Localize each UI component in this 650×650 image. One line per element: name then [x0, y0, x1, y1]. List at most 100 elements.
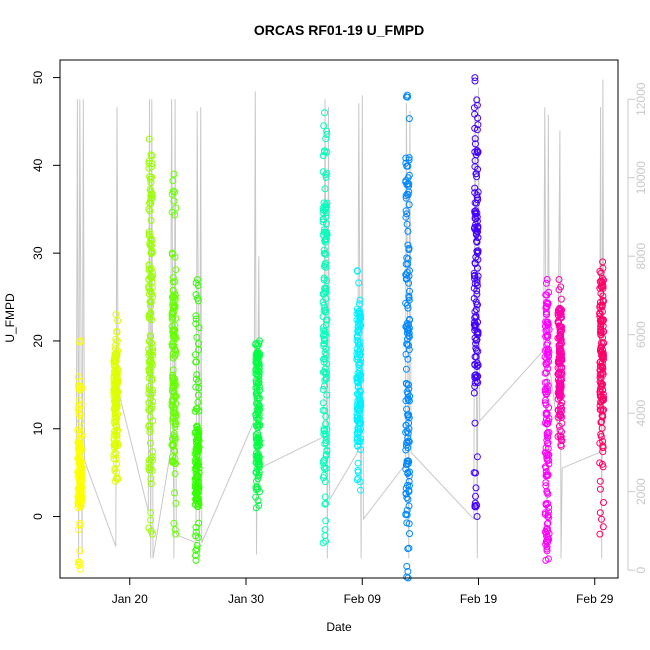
data-point — [254, 458, 262, 466]
data-point — [405, 244, 413, 252]
data-point — [402, 421, 410, 429]
data-point — [75, 558, 83, 566]
data-point — [321, 365, 329, 373]
data-point — [472, 215, 480, 223]
data-point — [322, 436, 330, 444]
data-point — [171, 291, 179, 298]
data-point — [323, 391, 331, 399]
data-point — [322, 213, 330, 221]
data-point — [321, 237, 329, 245]
data-point — [76, 519, 84, 527]
data-point — [405, 341, 412, 349]
data-point — [75, 448, 83, 456]
data-point — [542, 501, 550, 509]
data-point — [148, 247, 156, 255]
data-point — [598, 274, 606, 282]
data-point — [473, 238, 481, 246]
data-point — [473, 194, 481, 201]
data-point — [596, 485, 604, 493]
data-point — [474, 249, 481, 257]
data-point — [76, 446, 84, 454]
y-tick-label: 0 — [31, 513, 45, 520]
series-rf03 — [145, 135, 157, 538]
data-point — [145, 365, 153, 373]
data-point — [320, 463, 328, 471]
data-point — [596, 406, 604, 414]
data-point — [555, 286, 563, 294]
data-point — [357, 419, 364, 427]
data-point — [405, 279, 413, 287]
series-rf04 — [168, 170, 180, 538]
data-point — [405, 292, 413, 300]
data-point — [145, 261, 153, 269]
data-point — [544, 471, 552, 479]
data-point — [320, 301, 328, 309]
data-point — [77, 488, 85, 496]
data-point — [170, 430, 178, 437]
data-point — [145, 164, 153, 172]
data-point — [473, 453, 481, 461]
data-point — [323, 127, 331, 135]
data-point — [597, 290, 605, 297]
altitude-track-layer — [75, 79, 605, 559]
data-point — [472, 374, 480, 382]
data-point — [171, 294, 179, 302]
data-point — [555, 369, 563, 376]
data-point — [320, 276, 328, 284]
data-point — [557, 441, 565, 449]
data-point — [544, 365, 552, 372]
data-point — [78, 431, 86, 439]
data-point — [111, 467, 119, 475]
data-point — [113, 337, 121, 345]
data-point — [405, 381, 412, 389]
data-point — [541, 510, 549, 518]
data-point — [556, 394, 564, 402]
data-point — [473, 173, 481, 181]
data-point — [145, 386, 153, 394]
data-point — [319, 152, 327, 160]
data-point — [596, 388, 604, 396]
data-point — [354, 348, 362, 356]
data-point — [111, 398, 119, 406]
data-point — [599, 264, 607, 272]
data-point — [471, 163, 479, 171]
data-point — [192, 552, 199, 559]
data-point — [169, 187, 177, 195]
data-point — [172, 412, 180, 420]
data-point — [471, 419, 479, 427]
data-point — [471, 360, 479, 368]
data-point — [74, 439, 82, 447]
data-point — [149, 448, 156, 456]
data-point — [403, 405, 411, 413]
data-point — [145, 159, 153, 167]
data-point — [113, 424, 120, 431]
data-point — [402, 511, 410, 519]
data-point — [556, 326, 564, 334]
altitude-track-line — [75, 79, 605, 559]
data-point — [403, 220, 411, 228]
data-point — [471, 382, 479, 390]
data-point — [112, 345, 119, 353]
data-point — [357, 435, 364, 443]
x-tick-label: Feb 29 — [576, 592, 614, 606]
data-point — [597, 283, 605, 290]
data-point — [472, 484, 480, 492]
data-point — [353, 436, 361, 444]
data-point — [473, 346, 480, 354]
data-point — [111, 465, 119, 473]
data-point — [147, 480, 155, 488]
data-point — [147, 509, 155, 517]
data-point — [169, 292, 177, 300]
data-point — [112, 401, 120, 409]
data-point — [74, 498, 82, 506]
data-point — [169, 313, 177, 321]
data-point — [254, 475, 262, 483]
data-point — [194, 391, 202, 399]
data-point — [171, 188, 179, 196]
data-point — [542, 279, 550, 287]
data-point — [354, 378, 362, 386]
data-point — [170, 197, 178, 205]
data-point — [471, 259, 479, 267]
data-point — [192, 483, 200, 491]
data-point — [147, 405, 155, 413]
